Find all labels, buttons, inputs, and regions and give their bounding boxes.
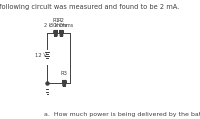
Text: R3: R3 xyxy=(61,71,68,76)
Text: 12 V: 12 V xyxy=(35,53,47,58)
Text: 2 k Ohms: 2 k Ohms xyxy=(44,23,67,28)
Text: a.  How much power is being delivered by the battery (answer in Engineering Nota: a. How much power is being delivered by … xyxy=(44,112,200,117)
Text: R2: R2 xyxy=(58,18,65,23)
Text: 3 k Ohms: 3 k Ohms xyxy=(50,23,73,28)
Text: The current in the following circuit was measured and found to be 2 mA.: The current in the following circuit was… xyxy=(0,4,179,10)
Text: R1: R1 xyxy=(52,18,59,23)
